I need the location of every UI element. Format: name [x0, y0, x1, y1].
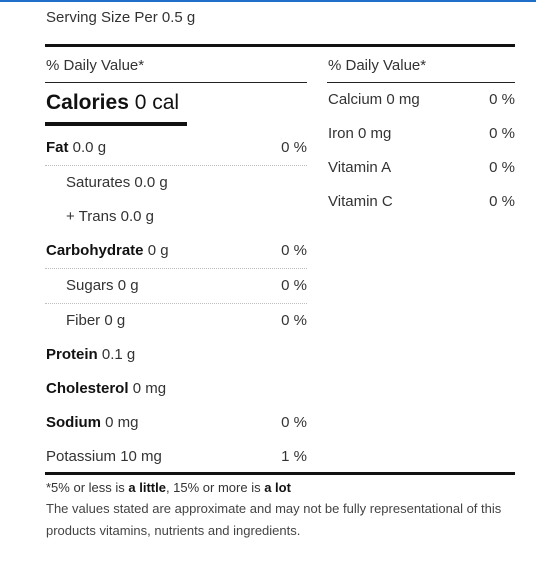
nutrient-amount: 0.0 g	[134, 174, 168, 191]
mineral-row-calcium: Calcium 0 mg	[328, 91, 420, 108]
mineral-row-iron: Iron 0 mg	[328, 125, 392, 142]
nutrient-name: Saturates	[66, 174, 131, 191]
nutrient-pct-fat: 0 %	[281, 139, 307, 156]
daily-value-footnote: *5% or less is a little, 15% or more is …	[46, 480, 291, 495]
nutrient-amount: 0 g	[104, 312, 126, 329]
nutrient-amount: 0 mg	[105, 414, 139, 431]
nutrient-name: Carbohydrate	[46, 242, 144, 259]
top-accent-line	[0, 0, 536, 2]
calories-value: 0 cal	[134, 91, 180, 114]
nutrient-row-trans: + Trans 0.0 g	[66, 208, 154, 225]
nutrient-row-protein: Protein 0.1 g	[46, 346, 135, 363]
nutrient-pct-sugars: 0 %	[281, 277, 307, 294]
nutrient-row-cholesterol: Cholesterol 0 mg	[46, 380, 166, 397]
mineral-pct-iron: 0 %	[489, 125, 515, 142]
nutrient-pct-potassium: 1 %	[281, 448, 307, 465]
calories-label: Calories	[46, 91, 129, 114]
nutrient-row-fat: Fat 0.0 g	[46, 139, 106, 156]
nutrient-name: + Trans	[66, 208, 117, 225]
calories-line: Calories 0 cal	[46, 91, 179, 115]
mineral-row-vitamin-a: Vitamin A	[328, 159, 392, 176]
bottom-divider	[45, 472, 515, 475]
nutrient-amount: 0.0 g	[120, 208, 154, 225]
nutrient-name: Sodium	[46, 414, 101, 431]
nutrient-row-sugars: Sugars 0 g	[66, 277, 139, 294]
nutrient-name: Sugars	[66, 277, 114, 294]
nutrient-row-sodium: Sodium 0 mg	[46, 414, 139, 431]
top-divider	[45, 44, 515, 47]
right-header-divider	[327, 82, 515, 83]
footnote-lot: a lot	[264, 480, 291, 495]
left-daily-value-header: % Daily Value*	[46, 57, 145, 74]
nutrient-name: Fat	[46, 139, 69, 156]
footnote-middle: , 15% or more is	[165, 480, 265, 495]
nutrient-pct-sodium: 0 %	[281, 414, 307, 431]
row-separator	[45, 268, 307, 269]
nutrient-amount: 10 mg	[120, 448, 162, 465]
nutrient-amount: 0 g	[117, 277, 139, 294]
nutrient-pct-fiber: 0 %	[281, 312, 307, 329]
mineral-row-vitamin-c: Vitamin C	[328, 193, 393, 210]
calories-underline	[45, 122, 187, 126]
nutrient-amount: 0.1 g	[101, 346, 136, 363]
nutrient-row-potassium: Potassium 10 mg	[46, 448, 162, 465]
right-daily-value-header: % Daily Value*	[328, 57, 427, 74]
nutrient-name: Fiber	[66, 312, 101, 329]
nutrient-name: Protein	[46, 346, 98, 363]
nutrient-name: Cholesterol	[46, 380, 129, 397]
nutrient-row-saturates: Saturates 0.0 g	[66, 174, 168, 191]
left-header-divider	[45, 82, 307, 83]
nutrient-row-carbohydrate: Carbohydrate 0 g	[46, 242, 169, 259]
nutrient-amount: 0 g	[147, 242, 169, 259]
row-separator	[45, 303, 307, 304]
mineral-pct-vitamin-c: 0 %	[489, 193, 515, 210]
footnote-little: a little	[128, 480, 166, 495]
row-separator	[45, 165, 307, 166]
mineral-pct-vitamin-a: 0 %	[489, 159, 515, 176]
nutrient-pct-carbohydrate: 0 %	[281, 242, 307, 259]
nutrient-amount: 0 mg	[132, 380, 167, 397]
serving-size: Serving Size Per 0.5 g	[46, 9, 196, 26]
nutrient-amount: 0.0 g	[72, 139, 107, 156]
footnote-prefix: *5% or less is	[46, 480, 129, 495]
nutrient-row-fiber: Fiber 0 g	[66, 312, 125, 329]
nutrient-name: Potassium	[46, 448, 117, 465]
disclaimer-text: The values stated are approximate and ma…	[46, 501, 502, 538]
mineral-pct-calcium: 0 %	[489, 91, 515, 108]
